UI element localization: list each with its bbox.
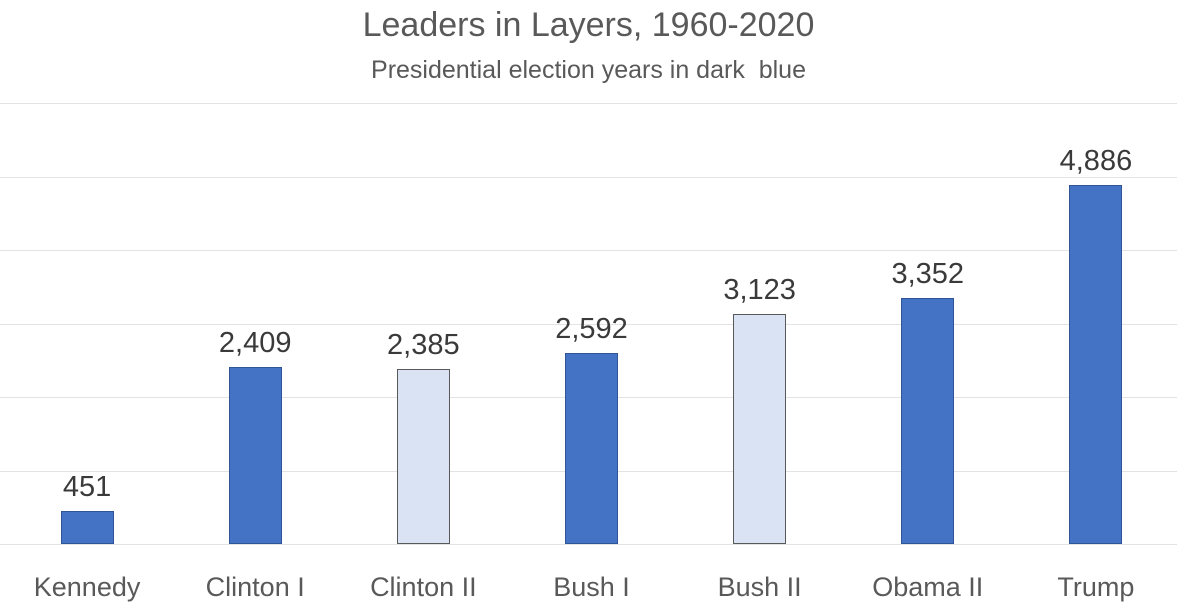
gridline xyxy=(0,103,1177,104)
bar-trump xyxy=(1069,184,1123,544)
bar-clinton-ii xyxy=(396,368,450,544)
x-axis-label-bush-ii: Bush II xyxy=(717,572,802,602)
gridline xyxy=(0,250,1177,251)
x-axis-label-clinton-i: Clinton I xyxy=(205,572,305,602)
x-axis-label-bush-i: Bush I xyxy=(553,572,630,602)
bar-value-label-kennedy: 451 xyxy=(62,470,112,503)
x-axis-label-kennedy: Kennedy xyxy=(33,572,141,602)
chart-subtitle: Presidential election years in dark blue xyxy=(371,56,806,84)
chart-title: Leaders in Layers, 1960-2020 xyxy=(362,6,815,44)
bar-value-label-clinton-i: 2,409 xyxy=(218,326,292,359)
bar-bush-i xyxy=(565,353,618,544)
bar-clinton-i xyxy=(228,366,282,544)
bar-obama-ii xyxy=(901,297,955,544)
gridline xyxy=(0,176,1177,178)
bar-bush-ii xyxy=(733,314,787,544)
bar-value-label-bush-ii: 3,123 xyxy=(723,274,796,307)
x-axis-label-clinton-ii: Clinton II xyxy=(370,572,477,602)
gridline xyxy=(0,323,1177,325)
x-axis-label-obama-ii: Obama II xyxy=(872,572,984,602)
bar-value-label-bush-i: 2,592 xyxy=(555,313,628,346)
gridline xyxy=(0,544,1177,545)
bar-kennedy xyxy=(60,510,114,544)
bar-value-label-obama-ii: 3,352 xyxy=(891,257,965,290)
bar-value-label-trump: 4,886 xyxy=(1059,144,1133,177)
bar-value-label-clinton-ii: 2,385 xyxy=(387,328,460,361)
x-axis-label-trump: Trump xyxy=(1057,572,1135,602)
